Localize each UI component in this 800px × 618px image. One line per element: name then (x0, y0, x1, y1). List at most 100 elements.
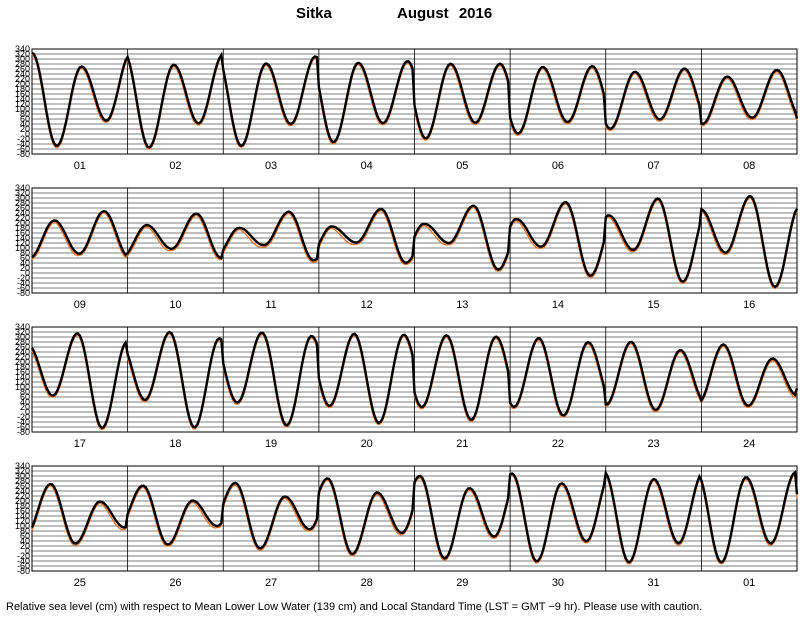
day-label: 10 (169, 299, 181, 311)
day-label: 12 (361, 299, 373, 311)
day-label: 28 (361, 577, 373, 589)
y-tick-label: 180 (15, 223, 30, 233)
day-label: 15 (647, 299, 659, 311)
y-tick-label: 80 (20, 248, 30, 258)
y-tick-label: 220 (15, 74, 30, 84)
day-label: 02 (169, 160, 181, 172)
y-tick-label: 80 (20, 109, 30, 119)
day-label: 01 (74, 160, 86, 172)
y-tick-label: 280 (15, 476, 30, 486)
y-tick-label: 160 (15, 506, 30, 516)
y-tick-label: 320 (15, 49, 30, 59)
observed-series-line (30, 330, 799, 430)
y-tick-label: 20 (20, 263, 30, 273)
tide-plots: 3403203002802602402202001801601401201008… (15, 44, 799, 589)
y-tick-label: 0 (25, 546, 30, 556)
y-tick-label: 120 (15, 238, 30, 248)
y-tick-label: 100 (15, 104, 30, 114)
y-tick-label: 260 (15, 342, 30, 352)
y-tick-label: 220 (15, 213, 30, 223)
y-tick-label: 280 (15, 59, 30, 69)
y-tick-label: 260 (15, 64, 30, 74)
y-tick-label: -40 (17, 278, 30, 288)
y-tick-label: 120 (15, 516, 30, 526)
y-tick-label: -80 (17, 288, 30, 298)
day-label: 16 (743, 299, 755, 311)
y-tick-label: 40 (20, 536, 30, 546)
day-label: 01 (743, 577, 755, 589)
day-label: 23 (647, 438, 659, 450)
y-tick-label: 300 (15, 193, 30, 203)
y-tick-label: 180 (15, 501, 30, 511)
y-tick-label: 200 (15, 357, 30, 367)
day-label: 25 (74, 577, 86, 589)
y-tick-label: 260 (15, 481, 30, 491)
day-label: 08 (743, 160, 755, 172)
y-tick-label: 0 (25, 268, 30, 278)
y-tick-label: 300 (15, 332, 30, 342)
chart-title-station: Sitka (296, 5, 332, 22)
observed-series-line (30, 469, 799, 564)
y-tick-label: 20 (20, 402, 30, 412)
day-label: 19 (265, 438, 277, 450)
y-tick-label: 140 (15, 233, 30, 243)
y-tick-label: 160 (15, 89, 30, 99)
y-tick-label: 340 (15, 44, 30, 54)
y-tick-label: 100 (15, 382, 30, 392)
day-label: 20 (361, 438, 373, 450)
day-label: 26 (169, 577, 181, 589)
day-label: 17 (74, 438, 86, 450)
y-tick-label: 100 (15, 243, 30, 253)
y-tick-label: 300 (15, 54, 30, 64)
chart-caption: Relative sea level (cm) with respect to … (6, 601, 703, 613)
y-tick-label: 240 (15, 347, 30, 357)
observed-series-line (31, 51, 799, 149)
y-tick-label: 220 (15, 491, 30, 501)
y-tick-label: 160 (15, 228, 30, 238)
y-tick-label: 240 (15, 69, 30, 79)
y-tick-label: 340 (15, 183, 30, 193)
day-label: 03 (265, 160, 277, 172)
day-label: 29 (456, 577, 468, 589)
y-tick-label: 180 (15, 362, 30, 372)
day-label: 13 (456, 299, 468, 311)
day-label: 05 (456, 160, 468, 172)
y-tick-label: 140 (15, 94, 30, 104)
y-tick-label: 200 (15, 79, 30, 89)
y-tick-label: 0 (25, 129, 30, 139)
y-tick-label: 180 (15, 84, 30, 94)
y-tick-label: -60 (17, 144, 30, 154)
y-tick-label: 60 (20, 253, 30, 263)
y-tick-label: -20 (17, 551, 30, 561)
day-label: 07 (647, 160, 659, 172)
y-tick-label: 80 (20, 387, 30, 397)
y-tick-label: 60 (20, 531, 30, 541)
day-label: 21 (456, 438, 468, 450)
y-tick-label: 340 (15, 322, 30, 332)
day-label: 14 (552, 299, 564, 311)
y-tick-label: 160 (15, 367, 30, 377)
y-tick-label: 40 (20, 119, 30, 129)
y-tick-label: -80 (17, 566, 30, 576)
y-tick-label: 100 (15, 521, 30, 531)
day-label: 11 (265, 299, 276, 311)
day-label: 22 (552, 438, 564, 450)
y-tick-label: 320 (15, 188, 30, 198)
y-tick-label: 200 (15, 496, 30, 506)
y-tick-label: -20 (17, 273, 30, 283)
chart-title-month: August 2016 (397, 5, 493, 22)
day-label: 18 (169, 438, 181, 450)
y-tick-label: 0 (25, 407, 30, 417)
y-tick-label: -60 (17, 561, 30, 571)
y-tick-label: 80 (20, 526, 30, 536)
y-tick-label: -60 (17, 283, 30, 293)
y-tick-label: 60 (20, 392, 30, 402)
day-label: 24 (743, 438, 755, 450)
y-tick-label: 200 (15, 218, 30, 228)
y-tick-label: 300 (15, 471, 30, 481)
y-tick-label: 280 (15, 198, 30, 208)
y-tick-label: 120 (15, 377, 30, 387)
y-tick-label: 20 (20, 541, 30, 551)
y-tick-label: 320 (15, 466, 30, 476)
y-tick-label: 120 (15, 99, 30, 109)
